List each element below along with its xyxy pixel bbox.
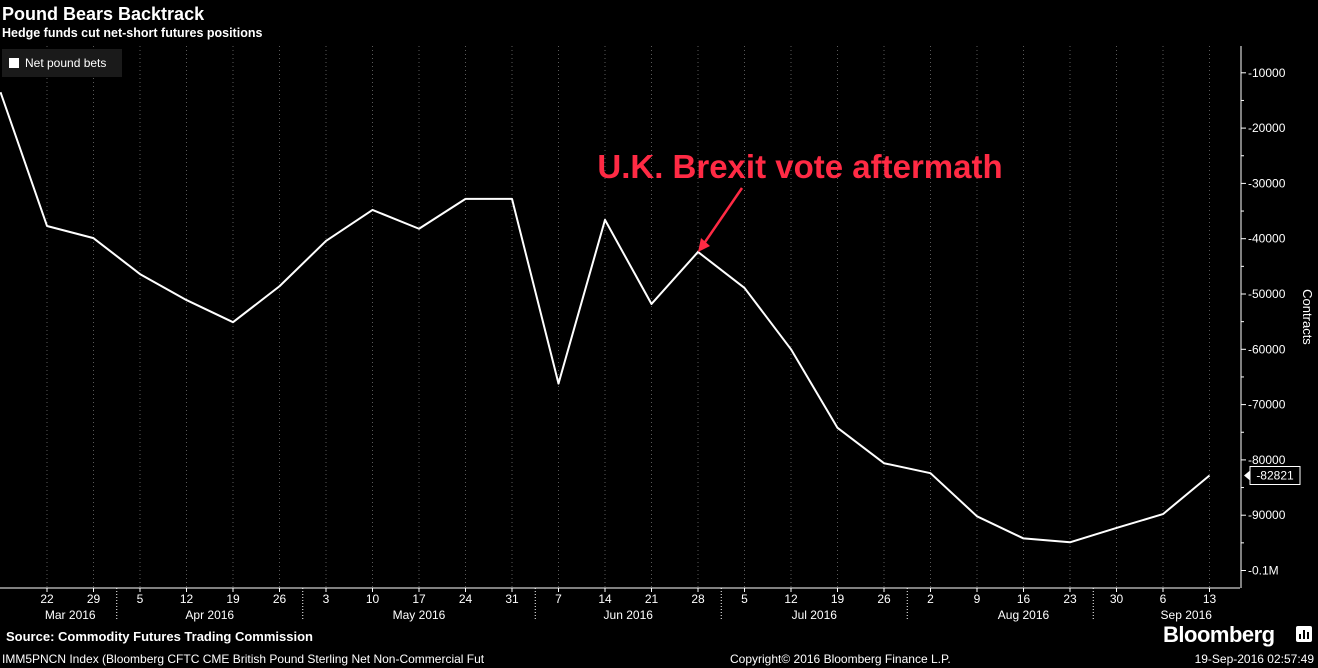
x-tick-label: 21	[645, 592, 659, 606]
month-label: Jul 2016	[792, 608, 838, 622]
y-tick-label: -70000	[1248, 398, 1286, 412]
last-value-pointer	[1244, 470, 1250, 481]
x-tick-label: 26	[877, 592, 891, 606]
x-tick-label: 17	[412, 592, 426, 606]
annotation-layer: U.K. Brexit vote aftermath	[597, 148, 1003, 252]
x-tick-label: 31	[505, 592, 519, 606]
x-tick-label: 30	[1110, 592, 1124, 606]
x-tick-label: 13	[1203, 592, 1217, 606]
y-tick-label: -0.1M	[1248, 564, 1279, 578]
y-tick-label: -50000	[1248, 287, 1286, 301]
x-tick-label: 29	[87, 592, 101, 606]
x-tick-label: 2	[927, 592, 934, 606]
y-tick-label: -20000	[1248, 121, 1286, 135]
x-tick-label: 3	[323, 592, 330, 606]
month-label: Apr 2016	[185, 608, 234, 622]
month-label: Mar 2016	[45, 608, 96, 622]
x-tick-label: 16	[1017, 592, 1031, 606]
month-label: Sep 2016	[1161, 608, 1213, 622]
x-tick-label: 6	[1160, 592, 1167, 606]
bloomberg-logo: Bloomberg	[1163, 622, 1275, 647]
x-tick-label: 10	[366, 592, 380, 606]
x-tick-label: 9	[974, 592, 981, 606]
y-tick-label: -40000	[1248, 232, 1286, 246]
y-tick-label: -60000	[1248, 342, 1286, 356]
chart-title: Pound Bears Backtrack	[2, 4, 205, 24]
timestamp: 19-Sep-2016 02:57:49	[1194, 652, 1314, 666]
annotation-arrowhead	[698, 237, 710, 252]
month-label: Jun 2016	[604, 608, 654, 622]
y-tick-label: -90000	[1248, 508, 1286, 522]
annotation-text: U.K. Brexit vote aftermath	[597, 148, 1002, 185]
x-tick-label: 26	[273, 592, 287, 606]
bar-chart-icon	[1296, 626, 1312, 642]
x-tick-label: 19	[831, 592, 845, 606]
x-tick-label: 12	[784, 592, 798, 606]
month-label: Aug 2016	[998, 608, 1050, 622]
legend-swatch	[9, 58, 19, 68]
annotation-arrow-line	[699, 187, 744, 249]
x-tick-label: 24	[459, 592, 473, 606]
series-layer: -82821	[0, 91, 1301, 544]
x-tick-label: 12	[180, 592, 194, 606]
x-tick-label: 22	[40, 592, 54, 606]
chart-subtitle: Hedge funds cut net-short futures positi…	[2, 26, 263, 40]
x-tick-label: 19	[226, 592, 240, 606]
legend-label: Net pound bets	[25, 56, 106, 70]
x-tick-label: 5	[741, 592, 748, 606]
y-tick-label: -10000	[1248, 66, 1286, 80]
x-tick-label: 5	[137, 592, 144, 606]
last-value-label: -82821	[1256, 469, 1294, 483]
series-line-net-pound-bets	[0, 91, 1211, 544]
index-description: IMM5PNCN Index (Bloomberg CFTC CME Briti…	[2, 652, 485, 666]
source-note: Source: Commodity Futures Trading Commis…	[6, 629, 313, 644]
legend-background	[2, 49, 122, 77]
legend: Net pound bets	[2, 49, 122, 77]
axes: 22 29 5 12 19 26 3 10 17 24 31 7 14 21 28 5 12 19 26 2 9 16 23…	[0, 46, 1315, 622]
y-axis-label: Contracts	[1300, 289, 1315, 345]
month-label: May 2016	[393, 608, 446, 622]
x-tick-label: 7	[555, 592, 562, 606]
copyright-text: Copyright© 2016 Bloomberg Finance L.P.	[730, 652, 951, 666]
x-tick-label: 23	[1063, 592, 1077, 606]
y-tick-label: -80000	[1248, 453, 1286, 467]
x-tick-label: 28	[691, 592, 705, 606]
y-tick-label: -30000	[1248, 176, 1286, 190]
x-tick-label: 14	[598, 592, 612, 606]
